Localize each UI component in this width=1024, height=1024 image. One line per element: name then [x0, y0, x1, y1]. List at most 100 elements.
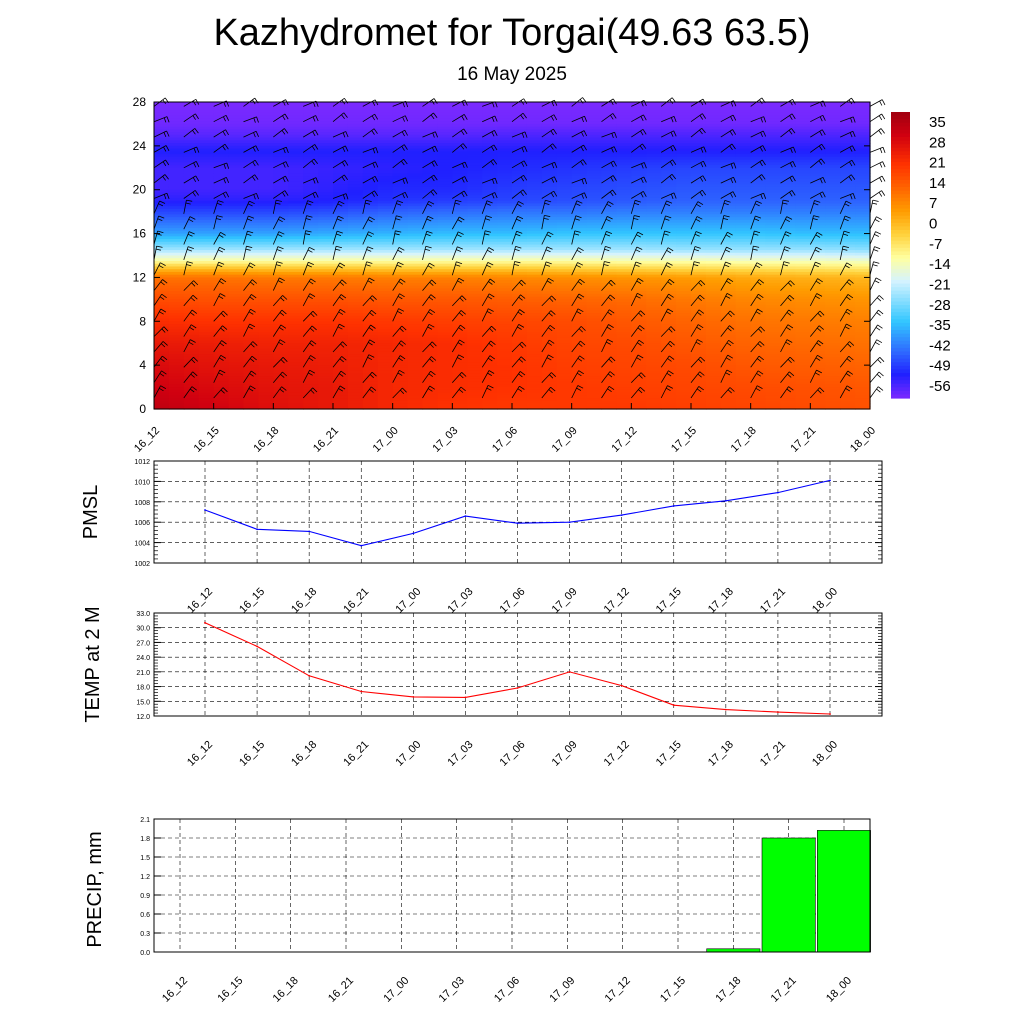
heatmap-cell [541, 121, 558, 125]
heatmap-cell [556, 406, 573, 410]
heatmap-cell [243, 214, 260, 218]
heatmap-cell [347, 228, 364, 232]
heatmap-cell [646, 102, 662, 106]
heatmap-cell [601, 337, 618, 342]
heatmap-cell [795, 296, 811, 300]
heatmap-cell [213, 337, 230, 342]
heatmap-cell [676, 334, 692, 339]
heatmap-cell [526, 293, 543, 298]
heatmap-cell [288, 170, 304, 174]
heatmap-cell [526, 315, 543, 320]
heatmap-cell [661, 280, 677, 284]
heatmap-cell [362, 359, 379, 363]
heatmap-cell [705, 195, 722, 199]
heatmap-cell [183, 241, 200, 246]
heatmap-cell [765, 255, 782, 259]
heatmap-cell [303, 367, 319, 372]
heatmap-cell [467, 233, 483, 237]
heatmap-cell [512, 154, 528, 158]
heatmap-cell [243, 137, 260, 141]
heatmap-cell [765, 370, 782, 374]
heatmap-cell [213, 118, 230, 122]
heatmap-cell [676, 367, 692, 372]
heatmap-cell [586, 154, 603, 158]
heatmap-cell [810, 239, 826, 243]
heatmap-cell [526, 176, 543, 180]
heatmap-cell [362, 102, 379, 106]
heatmap-cell [586, 258, 603, 262]
heatmap-cell [556, 115, 573, 120]
heatmap-cell [780, 148, 797, 152]
heatmap-cell [601, 406, 618, 410]
heatmap-cell [168, 156, 185, 161]
heatmap-cell [183, 170, 200, 174]
heatmap-cell [288, 345, 304, 350]
heatmap-cell [750, 167, 767, 172]
heatmap-cell [601, 378, 618, 383]
heatmap-cell [154, 156, 170, 161]
heatmap-cell [512, 337, 528, 342]
heatmap-cell [347, 398, 364, 402]
heatmap-cell [601, 143, 618, 147]
heatmap-cell [571, 329, 588, 333]
heatmap-cell [601, 170, 618, 174]
heatmap-cell [556, 230, 573, 235]
heatmap-cell [452, 208, 468, 213]
heatmap-cell [586, 373, 603, 377]
heatmap-cell [154, 406, 170, 410]
heatmap-cell [526, 332, 543, 336]
heatmap-cell [601, 239, 618, 243]
heatmap-cell [258, 140, 274, 144]
heatmap-cell [661, 260, 677, 265]
heatmap-cell [422, 214, 439, 218]
heatmap-cell [571, 137, 588, 141]
heatmap-cell [228, 112, 245, 117]
heatmap-cell [780, 239, 797, 243]
heatmap-cell [616, 134, 632, 139]
heatmap-cell [362, 203, 379, 207]
heatmap-cell [735, 280, 752, 284]
heatmap-cell [333, 274, 349, 279]
heatmap-cell [541, 271, 558, 276]
heatmap-cell [556, 211, 573, 215]
heatmap-cell [467, 189, 483, 194]
heatmap-cell [646, 189, 662, 194]
heatmap-cell [377, 145, 394, 150]
heatmap-cell [571, 293, 588, 298]
heatmap-cell [601, 348, 618, 353]
heatmap-cell [168, 318, 185, 322]
heatmap-cell [765, 178, 782, 183]
heatmap-cell [288, 159, 304, 163]
heatmap-cell [347, 395, 364, 399]
heatmap-cell [452, 165, 468, 169]
heatmap-cell [780, 315, 797, 320]
heatmap-cell [333, 143, 349, 147]
heatmap-cell [720, 269, 737, 273]
heatmap-cell [691, 362, 707, 366]
heatmap-cell [601, 222, 618, 226]
heatmap-cell [273, 228, 289, 232]
heatmap-cell [691, 137, 707, 141]
heatmap-cell [303, 337, 319, 342]
heatmap-cell [526, 354, 543, 358]
heatmap-cell [646, 206, 662, 210]
heatmap-cell [467, 178, 483, 183]
heatmap-cell [631, 282, 647, 287]
heatmap-cell [661, 132, 677, 136]
heatmap-cell [168, 392, 185, 396]
heatmap-cell [318, 178, 334, 183]
heatmap-cell [720, 406, 737, 410]
heatmap-cell [765, 282, 782, 287]
heatmap-cell [765, 236, 782, 240]
heatmap-cell [586, 219, 603, 224]
heatmap-cell [601, 351, 618, 355]
heatmap-cell [467, 310, 483, 314]
heatmap-cell [168, 115, 185, 120]
heatmap-cell [392, 398, 409, 402]
heatmap-cell [631, 255, 647, 259]
heatmap-cell [810, 244, 826, 248]
heatmap-cell [601, 285, 618, 289]
heatmap-cell [213, 293, 230, 298]
heatmap-cell [526, 362, 543, 366]
heatmap-cell [392, 266, 409, 270]
